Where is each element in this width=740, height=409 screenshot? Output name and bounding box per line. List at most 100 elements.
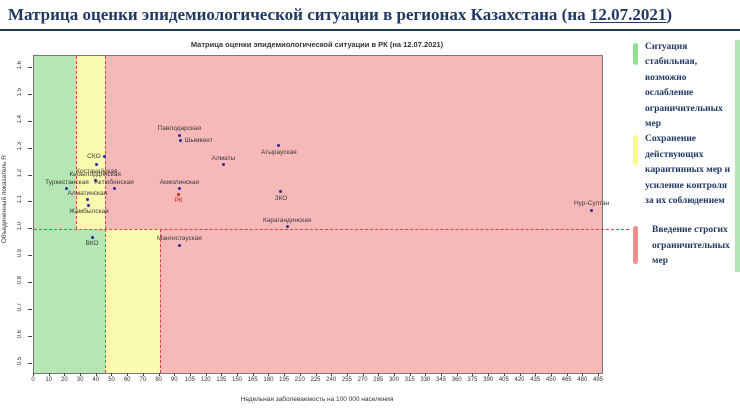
data-point-label: Жамбылская: [69, 208, 109, 216]
x-tick-label: 345: [436, 377, 447, 383]
x-tick-label: 0: [31, 377, 35, 383]
legend: Ситуация стабильная, возможно ослабление ог…: [633, 40, 737, 270]
x-tick-mark: [189, 373, 191, 376]
x-tick-label: 135: [216, 377, 227, 383]
zone-boundary-dashed-line: [159, 229, 161, 373]
legend-item: Введение строгих ограничительных мер: [633, 223, 737, 269]
data-point: [93, 179, 97, 183]
chart-title: Матрица оценки эпидемиологической ситуац…: [190, 40, 444, 49]
x-tick-mark: [174, 373, 176, 376]
x-tick-mark: [472, 373, 474, 376]
y-axis: 1.6 1.5 1.4 1.3 1.2 1.1 1.0 0.9 0.8 0.7 0.6 0.5: [0, 55, 33, 372]
data-point-label: ЗКО: [274, 194, 288, 202]
x-tick-mark: [425, 373, 427, 376]
x-tick-mark: [48, 373, 50, 376]
data-point: [112, 187, 116, 191]
y-tick-mark: [28, 147, 32, 149]
data-point-label: Мангистауская: [156, 235, 202, 243]
x-tick-label: 195: [279, 377, 290, 383]
x-tick-mark: [409, 373, 411, 376]
x-tick-label: 300: [388, 377, 399, 383]
zone-red: [104, 56, 602, 230]
data-point-rk: [176, 192, 180, 196]
y-tick-label: 1.1: [17, 195, 23, 204]
data-point-label: Павлодарская: [157, 125, 202, 133]
data-point: [177, 243, 181, 247]
y-tick-mark: [28, 308, 32, 310]
x-tick-mark: [158, 373, 160, 376]
x-tick-mark: [284, 373, 286, 376]
data-point-label: Шымкент: [184, 136, 213, 144]
zone-boundary-dashed-line: [104, 56, 106, 230]
legend-text-line: возможно ослабление: [645, 72, 694, 99]
x-tick-mark: [80, 373, 82, 376]
y-tick-label: 1.0: [17, 222, 23, 231]
data-point: [90, 235, 94, 239]
x-tick-label: 165: [247, 377, 258, 383]
y-tick-label: 0.9: [17, 249, 23, 258]
x-tick-mark: [441, 373, 443, 376]
y-tick-mark: [28, 201, 32, 203]
legend-text-line: усиление контроля: [645, 180, 727, 191]
data-point: [221, 163, 225, 167]
y-tick-mark: [28, 67, 32, 69]
x-tick-label: 495: [592, 377, 604, 383]
data-point: [85, 198, 89, 202]
x-tick-label: 210: [294, 377, 305, 383]
legend-item: Ситуация стабильная, возможно ослабление ог…: [633, 40, 737, 132]
x-tick-mark: [299, 373, 301, 376]
data-point: [177, 133, 181, 137]
zone-yellow: [104, 229, 160, 373]
page-title: Матрица оценки эпидемиологической ситуац…: [0, 0, 740, 31]
x-tick-mark: [95, 373, 97, 376]
legend-text-line: действующих: [645, 149, 704, 160]
x-tick-mark: [111, 373, 113, 376]
x-tick-mark: [535, 373, 537, 376]
zone-boundary-dashed-line: [104, 229, 106, 373]
x-tick-mark: [566, 373, 568, 376]
x-tick-mark: [205, 373, 207, 376]
data-point-label: Актюбинская: [94, 178, 134, 186]
legend-text-line: Ситуация: [645, 42, 688, 52]
data-point-label: Костанайская: [76, 167, 118, 175]
x-tick-label: 80: [155, 377, 162, 383]
y-tick-mark: [28, 362, 32, 364]
legend-text-line: ограничительных: [652, 240, 730, 251]
data-point: [178, 139, 182, 143]
x-tick-label: 225: [310, 377, 321, 383]
data-point: [95, 163, 99, 167]
y-tick-label: 1.2: [17, 168, 23, 177]
zone-green: [34, 229, 105, 373]
x-tick-label: 285: [373, 377, 384, 383]
x-tick-mark: [127, 373, 129, 376]
data-point-label: Акмолинская: [159, 178, 200, 186]
legend-text-line: за их соблюдением: [645, 196, 725, 207]
y-tick-mark: [28, 93, 32, 95]
x-tick-label: 10: [45, 377, 53, 383]
data-point-label: СКО: [87, 152, 101, 160]
x-tick-mark: [252, 373, 254, 376]
data-point-label: Кызылординская: [69, 170, 121, 178]
x-tick-mark: [315, 373, 317, 376]
x-tick-label: 255: [341, 377, 352, 383]
y-tick-mark: [28, 228, 32, 230]
y-axis-label: Объединенный показатель R: [1, 155, 8, 244]
legend-color-swatch: [633, 135, 638, 166]
zone-green: [34, 56, 77, 230]
x-tick-label: 50: [108, 377, 115, 383]
x-tick-label: 435: [530, 377, 541, 383]
data-point-label: Туркестанская: [45, 178, 89, 186]
x-tick-label: 480: [577, 377, 588, 383]
zone-yellow: [76, 56, 105, 230]
y-tick-label: 1.4: [17, 114, 23, 124]
legend-text-line: Сохранение: [645, 134, 697, 145]
data-point-label: Алматы: [211, 154, 236, 162]
x-tick-mark: [331, 373, 333, 376]
y-tick-label: 1.5: [17, 87, 23, 97]
y-tick-mark: [28, 335, 32, 337]
x-tick-mark: [378, 373, 380, 376]
x-tick-label: 420: [514, 377, 525, 383]
x-tick-mark: [393, 373, 395, 376]
page-title-date: 12.07.2021: [589, 5, 667, 24]
